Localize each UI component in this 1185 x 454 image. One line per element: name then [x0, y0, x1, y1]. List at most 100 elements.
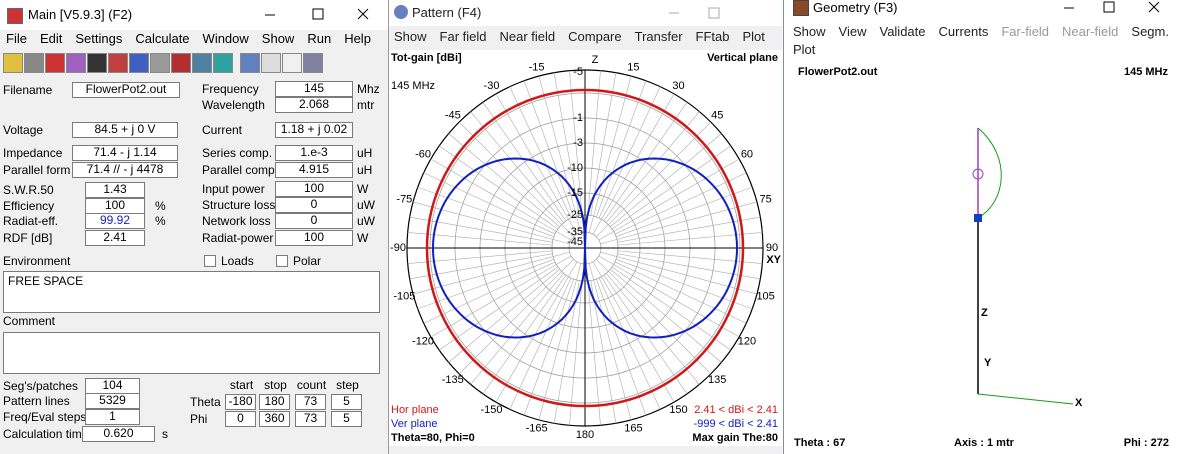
sweep-value[interactable]: 73 [295, 394, 326, 410]
menu-item[interactable]: View [838, 24, 867, 39]
ring-label: -5 [573, 66, 583, 78]
toolbar-button[interactable] [24, 53, 44, 73]
field-unit: W [357, 182, 369, 196]
menu-item[interactable]: Near-field [1062, 24, 1119, 39]
field-value[interactable]: 1.43 [85, 182, 145, 198]
checkbox[interactable] [276, 255, 288, 267]
grid-spoke [596, 259, 712, 375]
field-unit: mtr [357, 98, 375, 112]
toolbar-button[interactable] [213, 53, 233, 73]
menu-item[interactable]: Run [307, 31, 332, 46]
grid-spoke [592, 93, 675, 235]
toolbar-button[interactable] [66, 53, 86, 73]
sweep-value[interactable]: 360 [259, 411, 290, 427]
menu-item[interactable]: Show [793, 24, 826, 39]
menu-item[interactable]: Currents [938, 24, 989, 39]
toolbar-button[interactable] [192, 53, 212, 73]
sweep-value[interactable]: -180 [225, 394, 256, 410]
grid-spoke [603, 274, 688, 394]
window-controls[interactable] [1054, 0, 1185, 20]
grid-spoke [538, 263, 582, 421]
toolbar-button[interactable] [240, 53, 260, 73]
field-value[interactable]: 84.5 + j 0 V [72, 122, 178, 138]
comment-box[interactable] [3, 332, 380, 374]
angle-label: 105 [756, 290, 774, 302]
menu-item[interactable]: Edit [39, 31, 63, 46]
field-unit: uH [357, 163, 373, 177]
sweep-value[interactable]: 5 [331, 411, 362, 427]
checkbox[interactable] [204, 255, 216, 267]
stat-value[interactable]: 104 [85, 378, 140, 394]
angle-label: 30 [672, 80, 684, 92]
angle-label: 75 [760, 194, 772, 206]
sweep-value[interactable]: 0 [225, 411, 256, 427]
comment-label: Comment [3, 314, 56, 328]
menu-item[interactable]: Show [261, 31, 295, 46]
toolbar-button[interactable] [87, 53, 107, 73]
toolbar-button[interactable] [45, 53, 65, 73]
menu-item[interactable]: Far field [439, 29, 487, 44]
grid-spoke [587, 280, 601, 426]
toolbar-button[interactable] [3, 53, 23, 73]
grid-spoke [596, 278, 647, 416]
field-value[interactable]: 99.92 [85, 213, 145, 229]
field-value[interactable]: 71.4 // - j 4478 [72, 162, 178, 178]
field-value[interactable]: 1.e-3 [275, 145, 353, 161]
menu-item[interactable]: Plot [793, 42, 816, 57]
field-value[interactable]: 71.4 - j 1.14 [72, 145, 178, 161]
field-label: Parallel comp. [202, 163, 279, 177]
field-value[interactable]: 0 [275, 213, 353, 229]
toolbar-button[interactable] [129, 53, 149, 73]
stat-value[interactable]: 1 [85, 409, 140, 425]
toolbar-button[interactable] [282, 53, 302, 73]
stat-label: Calculation time [3, 427, 89, 441]
checkbox-label: Loads [221, 254, 254, 268]
axis: Axis : 1 mtr [954, 437, 1015, 449]
menu-item[interactable]: Plot [742, 29, 765, 44]
field-value[interactable]: 145 [275, 81, 353, 97]
sweep-value[interactable]: 5 [331, 394, 362, 410]
angle-label: 15 [627, 61, 639, 73]
menu-item[interactable]: Far-field [1001, 24, 1050, 39]
field-value[interactable]: 100 [275, 181, 353, 197]
environment-box[interactable]: FREE SPACE [3, 271, 380, 313]
pattern-window: Pattern (F4) Show Far field Near field Comp… [389, 0, 782, 454]
menu-item[interactable]: Validate [879, 24, 926, 39]
field-value[interactable]: 2.068 [275, 97, 353, 113]
field-value[interactable]: 100 [85, 198, 145, 214]
menu-item[interactable]: Compare [568, 29, 622, 44]
menu-item[interactable]: FFtab [695, 29, 730, 44]
menu-item[interactable]: File [6, 31, 27, 46]
menu-item[interactable]: Help [344, 31, 371, 46]
stat-value[interactable]: 0.620 [82, 426, 155, 442]
grid-spoke [523, 278, 574, 416]
field-unit: % [155, 214, 166, 228]
field-value[interactable]: 1.18 + j 0.02 A [275, 122, 353, 138]
legend-hor-range: 2.41 < dBi < 2.41 [694, 404, 778, 416]
sweep-header: stop [264, 378, 287, 392]
angle-label: -120 [412, 335, 434, 347]
checkbox-label: Polar [293, 254, 322, 268]
sweep-value[interactable]: 73 [295, 411, 326, 427]
toolbar-button[interactable] [171, 53, 191, 73]
menu-item[interactable]: Segm. [1131, 24, 1169, 39]
menu-item[interactable]: Show [394, 29, 427, 44]
field-value[interactable]: 0 [275, 197, 353, 213]
menu-item[interactable]: Window [202, 31, 249, 46]
field-value[interactable]: FlowerPot2.out [72, 82, 180, 98]
toolbar-button[interactable] [150, 53, 170, 73]
toolbar-button[interactable] [261, 53, 281, 73]
toolbar-button[interactable] [303, 53, 323, 73]
field-value[interactable]: 2.41 [85, 230, 145, 246]
sweep-value[interactable]: 180 [259, 394, 290, 410]
window-controls[interactable] [659, 0, 782, 26]
menu-item[interactable]: Transfer [634, 29, 683, 44]
stat-value[interactable]: 5329 [85, 393, 140, 409]
menu-item[interactable]: Near field [499, 29, 556, 44]
field-value[interactable]: 100 [275, 230, 353, 246]
menu-item[interactable]: Calculate [135, 31, 190, 46]
toolbar-button[interactable] [108, 53, 128, 73]
menu-item[interactable]: Settings [75, 31, 123, 46]
field-value[interactable]: 4.915 [275, 162, 353, 178]
window-controls[interactable] [255, 0, 388, 30]
